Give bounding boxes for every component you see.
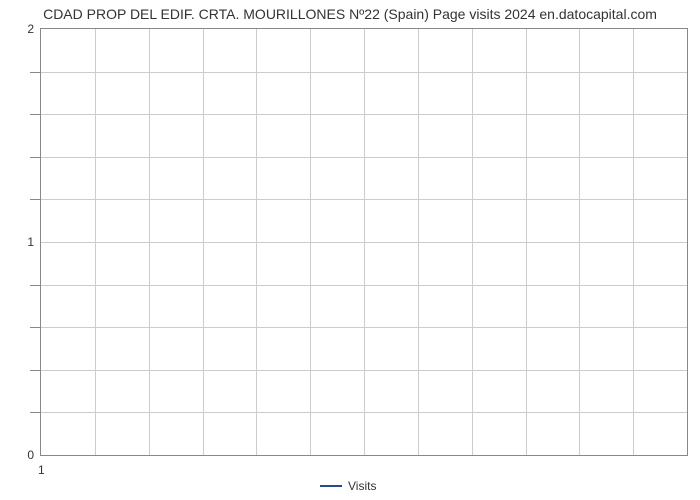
- y-axis-minor-tick: [30, 412, 40, 413]
- chart-container: CDAD PROP DEL EDIF. CRTA. MOURILLONES Nº…: [0, 0, 700, 500]
- y-axis-minor-tick: [30, 327, 40, 328]
- y-axis-minor-tick: [30, 285, 40, 286]
- legend: Visits: [320, 479, 376, 493]
- grid-line-horizontal: [41, 72, 687, 73]
- grid-line-horizontal: [41, 157, 687, 158]
- y-axis-minor-tick: [30, 114, 40, 115]
- grid-line-horizontal: [41, 412, 687, 413]
- grid-line-horizontal: [41, 242, 687, 243]
- x-axis-tick-label: 1: [38, 463, 45, 477]
- grid-line-horizontal: [41, 285, 687, 286]
- grid-line-horizontal: [41, 370, 687, 371]
- grid-line-horizontal: [41, 327, 687, 328]
- y-axis-minor-tick: [30, 370, 40, 371]
- y-axis-minor-tick: [30, 72, 40, 73]
- y-axis-minor-tick: [30, 199, 40, 200]
- y-axis-minor-tick: [30, 157, 40, 158]
- plot-area: [40, 28, 688, 456]
- legend-label: Visits: [348, 479, 376, 493]
- y-axis-tick-label: 2: [27, 22, 34, 36]
- grid-line-horizontal: [41, 114, 687, 115]
- y-axis-tick-label: 1: [27, 235, 34, 249]
- chart-title: CDAD PROP DEL EDIF. CRTA. MOURILLONES Nº…: [0, 6, 700, 22]
- legend-swatch: [320, 485, 342, 487]
- grid-line-horizontal: [41, 199, 687, 200]
- y-axis-tick-label: 0: [27, 448, 34, 462]
